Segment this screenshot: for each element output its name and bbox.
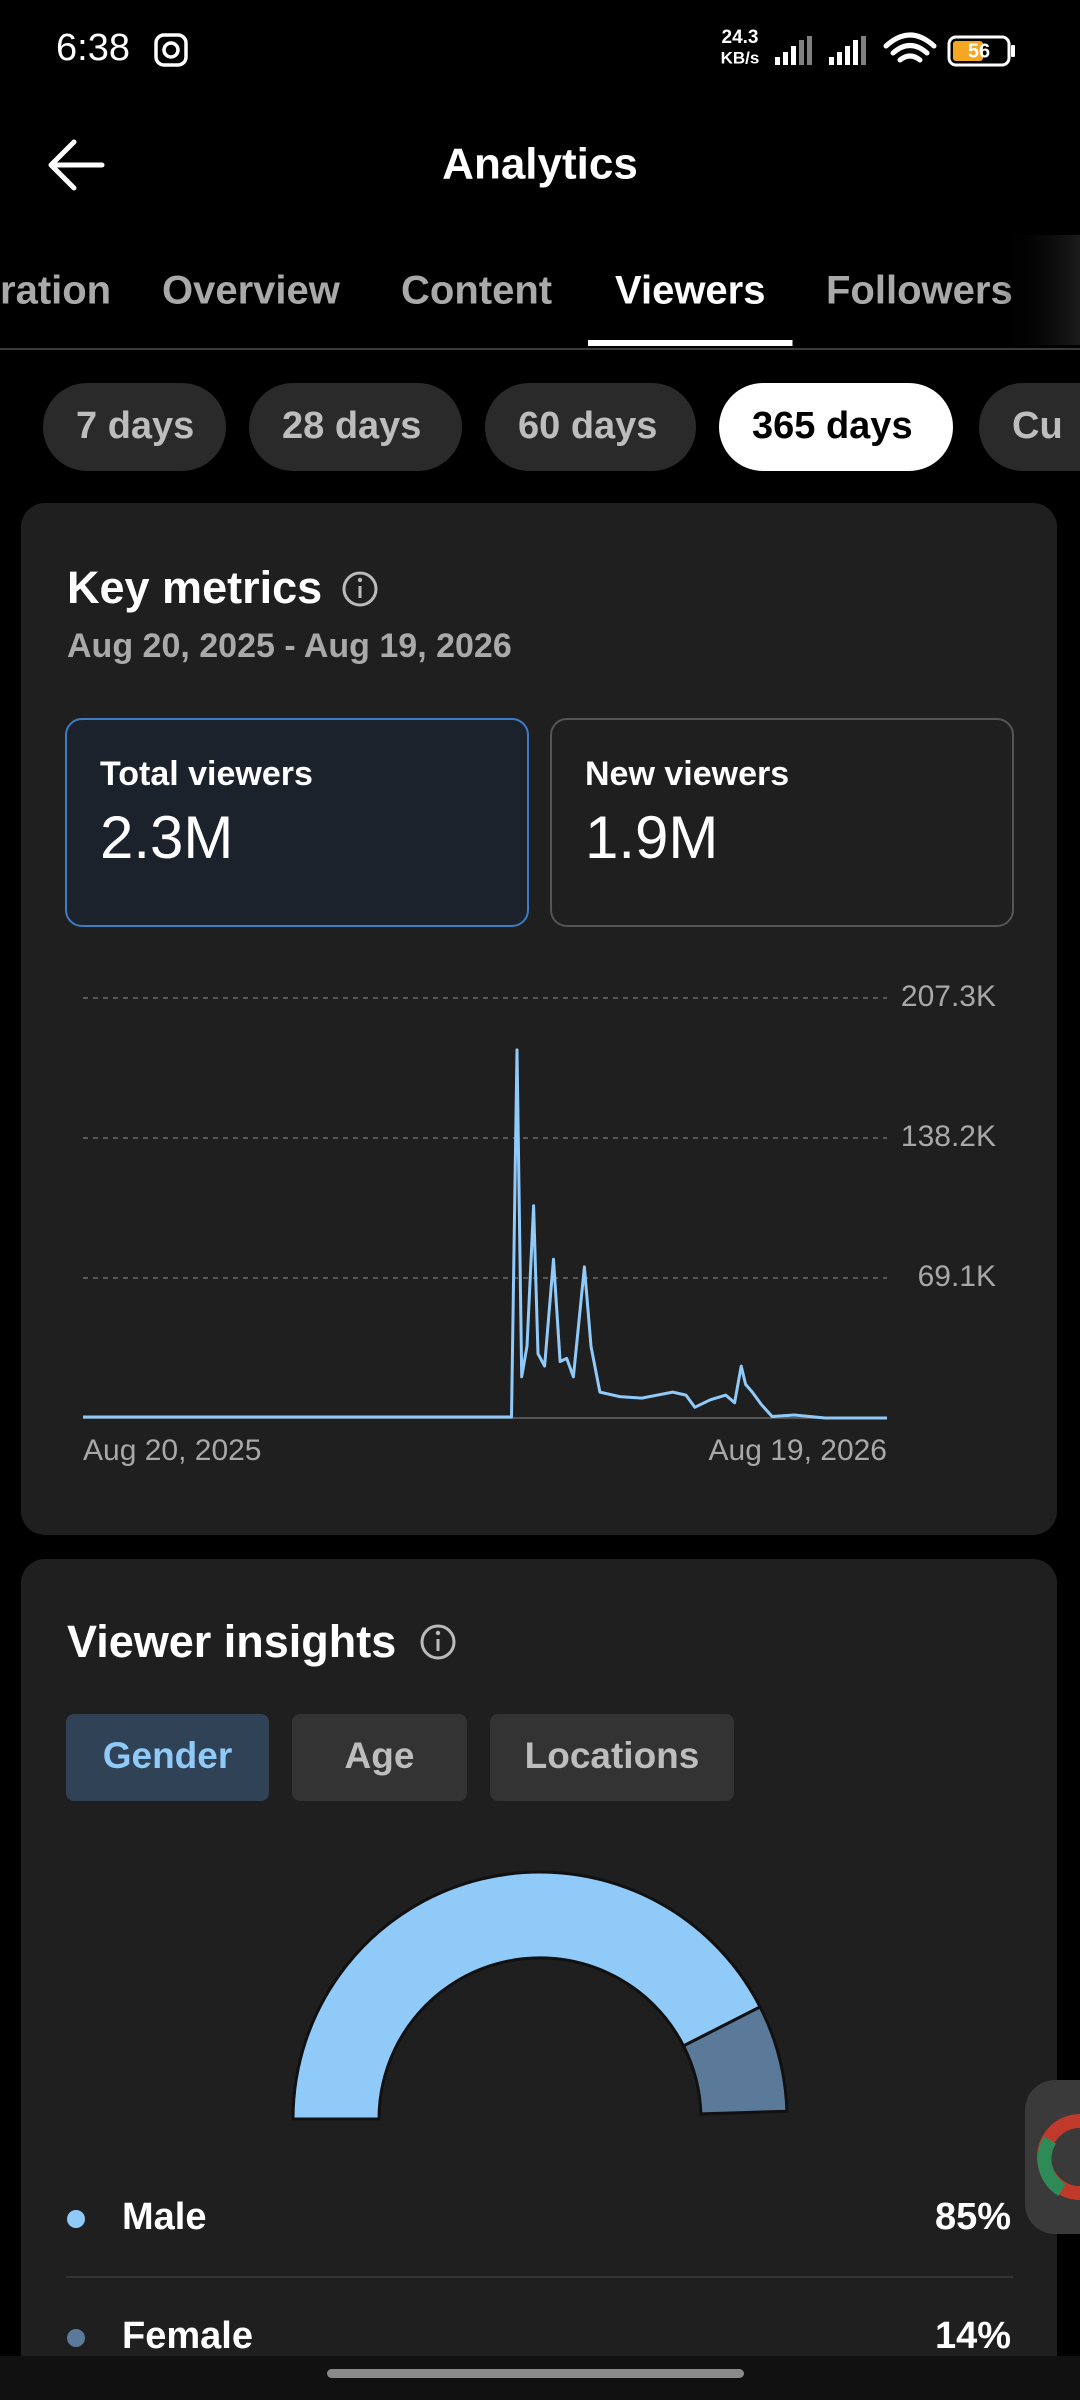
floating-bubble[interactable] <box>1025 2080 1080 2234</box>
tab[interactable]: Overview <box>162 269 341 313</box>
insight-tab[interactable] <box>292 1714 467 1801</box>
metric-card[interactable] <box>550 718 1014 927</box>
viewer-insights-card <box>21 1559 1057 2400</box>
home-handle[interactable] <box>327 2369 744 2378</box>
net-unit: KB/s <box>721 48 760 67</box>
range-pill[interactable] <box>249 383 462 471</box>
legend-label: Female <box>122 2315 253 2357</box>
metric-card[interactable] <box>65 718 529 927</box>
section-title: Viewer insights <box>67 1616 396 1667</box>
floating-bubble-icon <box>1037 2136 1066 2197</box>
info-icon[interactable] <box>342 571 378 607</box>
legend-value: 85% <box>935 2196 1011 2238</box>
gauge-segment <box>681 2004 789 2116</box>
net-speed: 24.3 <box>722 27 759 48</box>
legend-value: 14% <box>935 2315 1011 2357</box>
insight-tab[interactable] <box>66 1714 269 1801</box>
range-pill[interactable] <box>485 383 696 471</box>
wifi-icon <box>883 32 937 63</box>
range-pill[interactable] <box>719 383 953 471</box>
range-pill[interactable] <box>979 383 1080 471</box>
tab-divider <box>0 348 1080 350</box>
legend-dot <box>67 2329 85 2347</box>
battery-tip <box>1011 45 1015 57</box>
line-series <box>83 1048 887 1420</box>
legend-label: Male <box>122 2196 206 2238</box>
insight-tab[interactable] <box>490 1714 734 1801</box>
date-range: Aug 20, 2025 - Aug 19, 2026 <box>67 627 512 665</box>
battery-text: 56 <box>968 40 990 62</box>
page-title: Analytics <box>442 140 638 189</box>
insight-tab-label: Locations <box>525 1735 700 1776</box>
y-tick-label: 138.2K <box>901 1120 996 1153</box>
instagram-icon-lens <box>162 41 180 59</box>
range-label: 60 days <box>518 405 657 447</box>
x-tick-label: Aug 19, 2026 <box>709 1434 888 1467</box>
status-time: 6:38 <box>56 27 130 69</box>
tab-underline <box>588 340 793 346</box>
range-label: 365 days <box>752 405 913 447</box>
gauge-segment <box>291 1870 763 2121</box>
battery-level <box>953 41 983 61</box>
range-label: Cu <box>1012 405 1063 447</box>
info-icon[interactable] <box>420 1624 456 1660</box>
range-label: 7 days <box>76 405 194 447</box>
battery-outline <box>947 35 1011 67</box>
x-tick-label: Aug 20, 2025 <box>83 1434 262 1467</box>
tab-fade <box>1000 235 1080 345</box>
tab[interactable]: Followers <box>826 269 1013 313</box>
metric-value: 1.9M <box>585 804 718 871</box>
range-label: 28 days <box>282 405 421 447</box>
insight-tab-label: Age <box>345 1735 415 1776</box>
signal-icons <box>775 36 866 65</box>
metric-label: New viewers <box>585 755 789 793</box>
instagram-icon <box>154 33 188 67</box>
metric-label: Total viewers <box>100 755 313 793</box>
range-pill[interactable] <box>43 383 226 471</box>
tab[interactable]: ration <box>0 269 111 313</box>
back-button[interactable] <box>48 139 105 191</box>
tab[interactable]: Content <box>401 269 552 313</box>
metric-value: 2.3M <box>100 804 233 871</box>
section-title: Key metrics <box>67 562 322 613</box>
y-tick-label: 69.1K <box>918 1260 996 1293</box>
insight-tab-label: Gender <box>103 1735 233 1776</box>
y-tick-label: 207.3K <box>901 980 996 1013</box>
tab[interactable]: Viewers <box>615 269 766 313</box>
legend-dot <box>67 2210 85 2228</box>
